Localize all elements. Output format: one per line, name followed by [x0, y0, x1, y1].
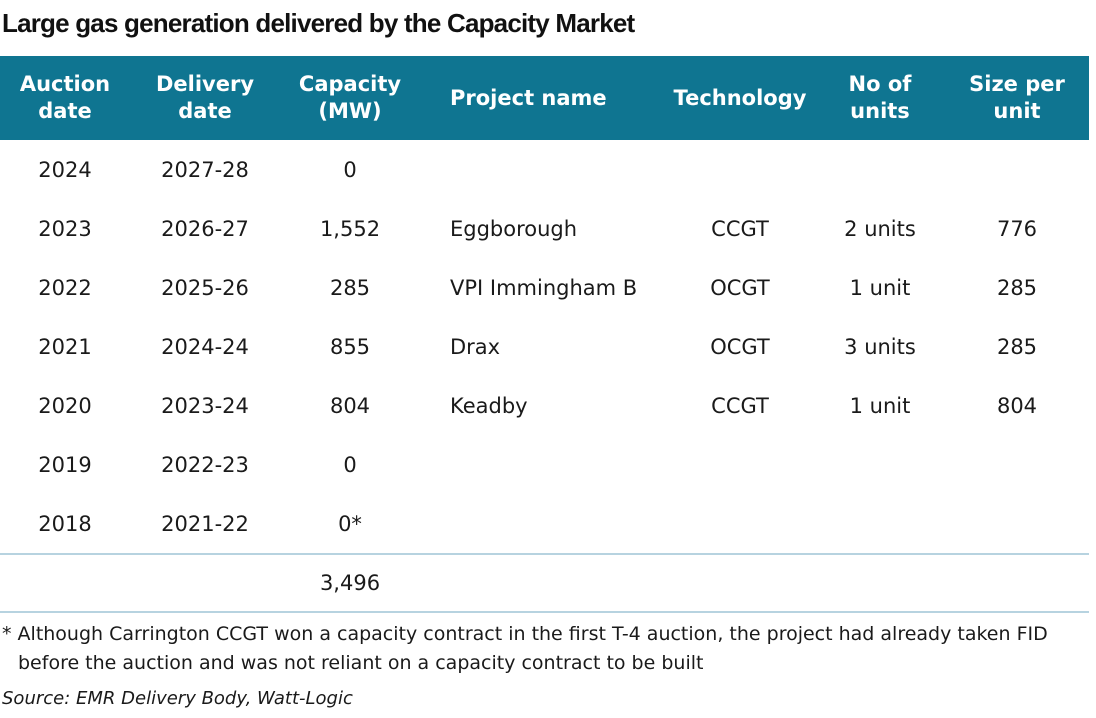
cell-auction-date: 2020 — [38, 393, 92, 418]
cell-delivery-date: 2021-22 — [161, 511, 249, 536]
cell-technology — [665, 140, 815, 199]
table-row: 2023 2026-27 1,552 Eggborough CCGT 2 uni… — [0, 199, 1089, 258]
cell-auction-date: 2019 — [38, 452, 92, 477]
cell-delivery-date: 2027-28 — [161, 157, 249, 182]
capacity-table: Auction date Delivery date Capacity (MW) Pr… — [0, 56, 1089, 613]
cell-size-per-unit — [945, 435, 1089, 494]
cell-auction-date: 2021 — [38, 334, 92, 359]
cell-size-per-unit — [945, 140, 1089, 199]
cell-no-of-units: 1 unit — [849, 275, 911, 300]
cell-capacity: 1,552 — [319, 216, 381, 241]
cell-delivery-date: 2025-26 — [161, 275, 249, 300]
cell-project-name — [420, 494, 665, 554]
footnote-line-2: before the auction and was not reliant o… — [18, 652, 704, 674]
header-technology: Technology — [665, 56, 815, 140]
cell-technology: OCGT — [710, 334, 770, 359]
total-blank-cell — [130, 553, 280, 613]
header-no-of-units: No of units — [815, 56, 945, 140]
table-row: 2024 2027-28 0 — [0, 140, 1089, 199]
cell-size-per-unit: 776 — [996, 216, 1038, 241]
cell-size-per-unit: 804 — [996, 393, 1038, 418]
cell-technology: CCGT — [711, 216, 769, 241]
total-blank-cell — [0, 553, 130, 613]
cell-no-of-units — [815, 435, 945, 494]
footnote-line-1: * Although Carrington CCGT won a capacit… — [2, 623, 1048, 645]
table-header-row: Auction date Delivery date Capacity (MW) Pr… — [0, 56, 1089, 140]
header-size-per-unit: Size per unit — [945, 56, 1089, 140]
cell-project-name — [420, 140, 665, 199]
cell-auction-date: 2023 — [38, 216, 92, 241]
table-row: 2019 2022-23 0 — [0, 435, 1089, 494]
cell-project-name: VPI Immingham B — [450, 275, 638, 300]
cell-size-per-unit — [945, 494, 1089, 554]
cell-capacity: 0 — [343, 452, 357, 477]
cell-delivery-date: 2023-24 — [161, 393, 249, 418]
cell-no-of-units: 3 units — [844, 334, 916, 359]
header-capacity: Capacity (MW) — [280, 56, 420, 140]
total-blank-cell — [420, 553, 665, 613]
cell-capacity: 0* — [338, 511, 362, 536]
header-delivery-date: Delivery date — [130, 56, 280, 140]
cell-capacity: 0 — [343, 157, 357, 182]
table-row: 2018 2021-22 0* — [0, 494, 1089, 554]
cell-auction-date: 2024 — [38, 157, 92, 182]
source-note: Source: EMR Delivery Body, Watt-Logic — [2, 688, 353, 709]
cell-no-of-units — [815, 494, 945, 554]
cell-technology — [665, 494, 815, 554]
table-row: 2021 2024-24 855 Drax OCGT 3 units 285 — [0, 317, 1089, 376]
cell-size-per-unit: 285 — [996, 334, 1038, 359]
cell-project-name — [420, 435, 665, 494]
header-auction-date: Auction date — [0, 56, 130, 140]
cell-delivery-date: 2022-23 — [161, 452, 249, 477]
total-blank-cell — [815, 553, 945, 613]
table-row: 2020 2023-24 804 Keadby CCGT 1 unit 804 — [0, 376, 1089, 435]
cell-technology: OCGT — [710, 275, 770, 300]
cell-no-of-units: 2 units — [844, 216, 916, 241]
cell-project-name: Drax — [450, 334, 501, 359]
cell-delivery-date: 2026-27 — [161, 216, 249, 241]
cell-no-of-units — [815, 140, 945, 199]
header-project-name: Project name — [420, 56, 665, 140]
total-blank-cell — [945, 553, 1089, 613]
cell-project-name: Keadby — [450, 393, 528, 418]
cell-capacity: 855 — [329, 334, 371, 359]
cell-auction-date: 2022 — [38, 275, 92, 300]
footnote: * Although Carrington CCGT won a capacit… — [2, 620, 1092, 678]
total-blank-cell — [665, 553, 815, 613]
cell-project-name: Eggborough — [450, 216, 578, 241]
page-title: Large gas generation delivered by the Ca… — [2, 8, 635, 38]
cell-auction-date: 2018 — [38, 511, 92, 536]
cell-capacity: 285 — [329, 275, 371, 300]
cell-delivery-date: 2024-24 — [161, 334, 249, 359]
total-row: 3,496 — [0, 553, 1089, 613]
total-capacity: 3,496 — [280, 553, 420, 613]
cell-no-of-units: 1 unit — [849, 393, 911, 418]
cell-technology — [665, 435, 815, 494]
table-row: 2022 2025-26 285 VPI Immingham B OCGT 1 … — [0, 258, 1089, 317]
cell-capacity: 804 — [329, 393, 371, 418]
cell-size-per-unit: 285 — [996, 275, 1038, 300]
cell-technology: CCGT — [711, 393, 769, 418]
